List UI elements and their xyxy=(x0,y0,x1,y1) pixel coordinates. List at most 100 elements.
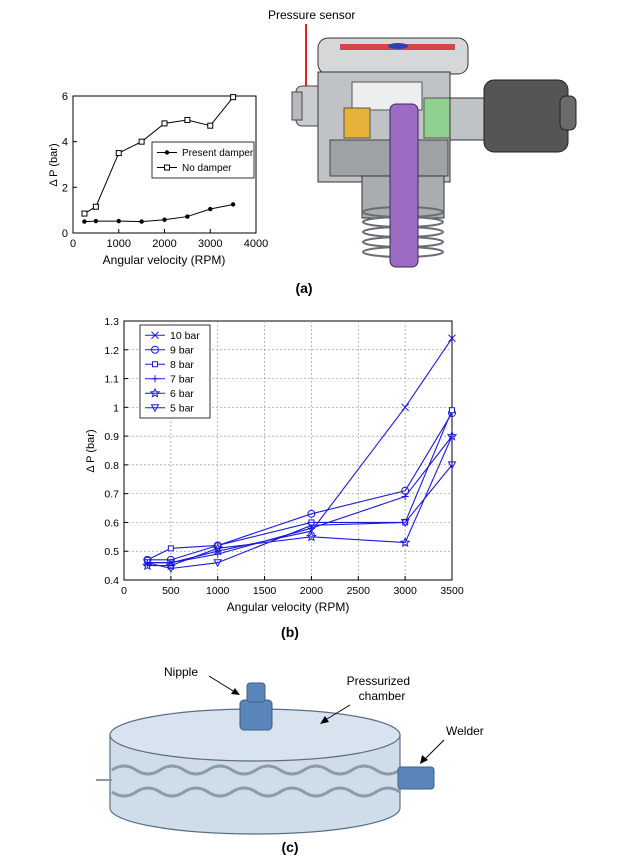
welder-part xyxy=(397,766,435,790)
legend-label: 9 bar xyxy=(170,344,194,356)
data-point xyxy=(230,94,237,101)
chart-a-xlabel: Angular velocity (RPM) xyxy=(103,253,226,267)
legend-marker xyxy=(150,404,160,413)
panel-b-label: (b) xyxy=(281,624,299,640)
data-point xyxy=(81,210,88,217)
pump-motor-cap xyxy=(559,95,577,131)
x-tick-label: 4000 xyxy=(244,238,268,250)
data-point xyxy=(82,219,87,224)
data-point xyxy=(139,219,144,224)
y-tick-label: 1.1 xyxy=(104,374,119,386)
legend-marker xyxy=(164,164,170,171)
data-point xyxy=(165,560,177,571)
legend-label: 6 bar xyxy=(170,388,194,400)
series-line-2 xyxy=(84,96,234,215)
data-point xyxy=(307,509,316,518)
nipple-arrow-head xyxy=(231,688,240,695)
chart-a: Angular velocity (RPM) Δ P (bar) 0 1000 20… xyxy=(48,91,268,267)
nipple-label: Nipple xyxy=(164,665,198,679)
pump-motor-mount xyxy=(449,97,485,141)
chamber-arrow-head xyxy=(320,716,329,724)
data-point xyxy=(143,559,152,568)
x-tick-label: 3000 xyxy=(393,585,417,597)
data-point xyxy=(449,407,455,414)
legend-marker xyxy=(152,361,158,368)
chamber-diagram: Nipple Pressurized chamber Welder xyxy=(96,665,484,835)
series-line-4 xyxy=(147,435,453,564)
data-point xyxy=(401,493,409,501)
legend-box xyxy=(139,324,211,419)
data-point xyxy=(400,518,410,527)
legend-label: 8 bar xyxy=(170,359,194,371)
chamber-sample-lower xyxy=(111,786,401,798)
data-point xyxy=(307,521,316,530)
y-tick-label: 2 xyxy=(62,182,68,194)
data-point xyxy=(213,559,223,568)
legend-label: 7 bar xyxy=(170,373,194,385)
legend-marker xyxy=(151,345,159,354)
data-point xyxy=(401,403,409,412)
y-tick-label: 0.4 xyxy=(104,575,119,587)
legend-marker xyxy=(151,331,159,340)
y-tick-label: 0.5 xyxy=(104,546,119,558)
data-point xyxy=(92,203,99,210)
series-line-6 xyxy=(147,464,453,570)
data-point xyxy=(138,138,145,145)
nipple-top xyxy=(246,682,266,703)
legend-marker xyxy=(149,387,161,398)
y-tick-label: 0.7 xyxy=(104,489,119,501)
chart-b-ylabel: Δ P (bar) xyxy=(85,429,97,472)
chart-b-xlabel: Angular velocity (RPM) xyxy=(227,600,350,614)
pump-cap-center xyxy=(388,43,408,49)
x-tick-label: 1500 xyxy=(253,585,277,597)
panel-a-label: (a) xyxy=(295,280,312,296)
data-point xyxy=(212,542,224,553)
x-tick-label: 500 xyxy=(162,585,180,597)
x-tick-label: 1000 xyxy=(107,238,131,250)
chart-b-plot-frame xyxy=(123,320,453,581)
data-point xyxy=(162,217,167,222)
y-tick-label: 4 xyxy=(62,137,68,149)
legend-marker xyxy=(164,150,170,155)
chart-a-ylabel: Δ P (bar) xyxy=(48,143,60,186)
data-point xyxy=(399,536,411,548)
legend-label: 5 bar xyxy=(170,402,194,414)
x-tick-label: 2500 xyxy=(347,585,371,597)
pump-hatch xyxy=(329,139,449,177)
data-point xyxy=(306,531,317,542)
panel-c-label: (c) xyxy=(281,839,298,855)
welder-label: Welder xyxy=(446,724,484,738)
data-point xyxy=(93,218,99,224)
data-point xyxy=(214,550,222,558)
data-point xyxy=(116,218,121,224)
pump-right-valve xyxy=(423,97,451,139)
pressure-sensor-label: Pressure sensor xyxy=(268,8,355,22)
legend-marker xyxy=(151,375,159,383)
data-point xyxy=(166,564,176,574)
y-tick-label: 0.9 xyxy=(104,431,119,443)
series-line-5 xyxy=(147,435,453,567)
chart-b: Angular velocity (RPM) Δ P (bar) 0 500 100… xyxy=(85,316,464,614)
y-tick-label: 1 xyxy=(113,402,119,414)
legend-label: No damper xyxy=(182,163,232,174)
data-point xyxy=(184,116,191,123)
sensor-port-tip xyxy=(291,91,303,121)
data-point xyxy=(448,334,456,343)
data-point xyxy=(208,206,213,212)
legend-box xyxy=(151,141,255,179)
data-point xyxy=(207,122,214,129)
x-tick-label: 1000 xyxy=(206,585,230,597)
pump-left-valve xyxy=(343,107,371,139)
chamber-body xyxy=(109,734,401,835)
series-line-1 xyxy=(84,203,234,223)
chamber-sample-upper xyxy=(111,764,401,776)
data-point xyxy=(230,202,236,207)
y-tick-label: 0.6 xyxy=(104,517,119,529)
x-tick-label: 0 xyxy=(70,238,76,250)
nipple-base xyxy=(239,699,273,731)
x-tick-label: 3000 xyxy=(198,238,222,250)
welder-arrow-head xyxy=(420,755,428,764)
pump-motor xyxy=(483,79,569,153)
data-point xyxy=(185,214,190,219)
